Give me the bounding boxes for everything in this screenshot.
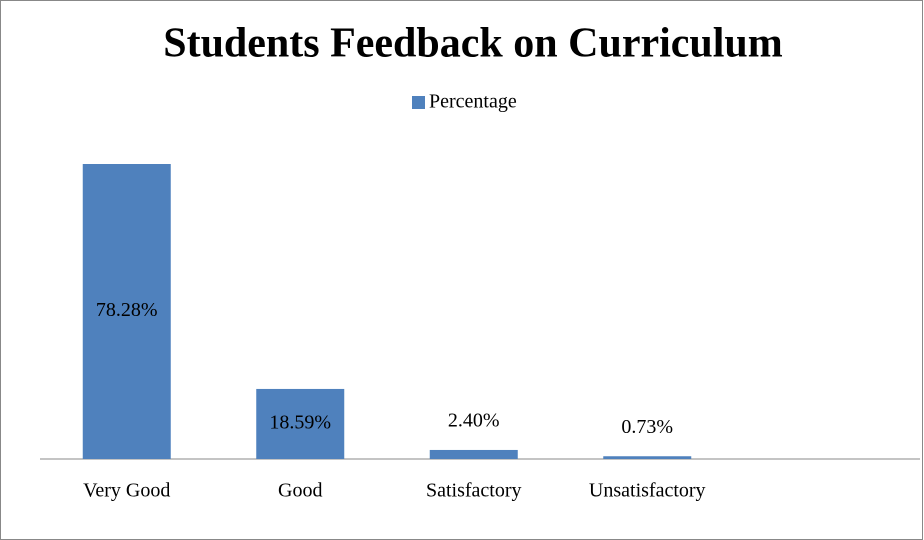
bar bbox=[429, 449, 518, 459]
bar bbox=[603, 456, 692, 459]
chart-title: Students Feedback on Curriculum bbox=[163, 21, 783, 67]
data-label: 0.73% bbox=[621, 416, 673, 438]
x-tick-label: Unsatisfactory bbox=[589, 480, 706, 502]
legend-swatch bbox=[412, 96, 425, 109]
data-label: 18.59% bbox=[269, 412, 331, 434]
legend-label: Percentage bbox=[429, 91, 517, 113]
data-label: 2.40% bbox=[448, 410, 500, 432]
bar bbox=[82, 164, 171, 459]
data-label: 78.28% bbox=[96, 299, 158, 321]
x-tick-label: Very Good bbox=[83, 480, 170, 502]
x-tick-label: Satisfactory bbox=[426, 480, 522, 502]
bar bbox=[256, 388, 345, 459]
x-tick-label: Good bbox=[278, 480, 322, 502]
